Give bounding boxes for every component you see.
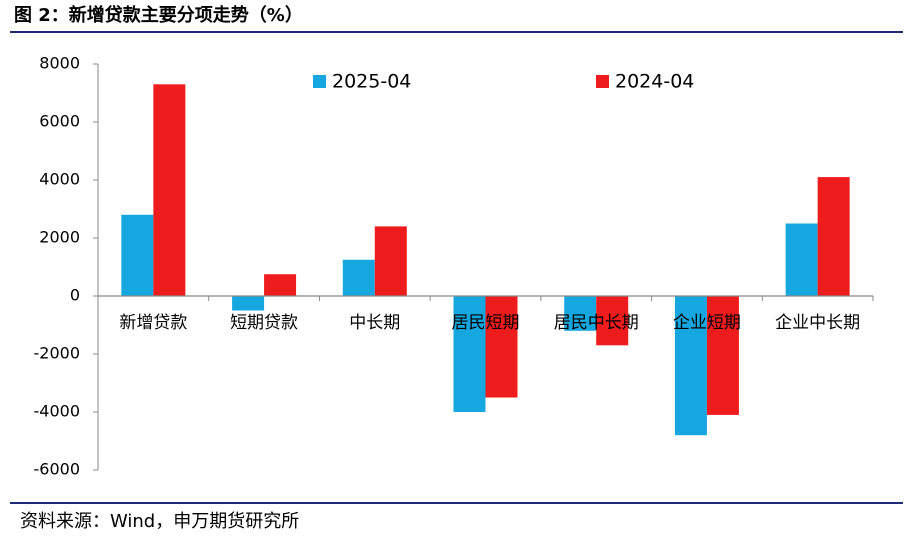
bar: [374, 226, 407, 296]
bar: [453, 296, 486, 412]
y-tick-label: 6000: [39, 112, 80, 131]
y-tick-label: 4000: [39, 170, 80, 189]
x-tick-label: 居民短期: [452, 313, 520, 333]
bar: [153, 84, 186, 296]
source-note: 资料来源：Wind，申万期货研究所: [20, 511, 299, 532]
x-tick-label: 居民中长期: [554, 313, 639, 333]
x-tick-label: 短期贷款: [230, 313, 298, 333]
x-tick-label: 企业短期: [673, 313, 741, 333]
legend-label: 2024-04: [615, 71, 694, 93]
x-tick-label: 新增贷款: [119, 313, 187, 333]
bar: [485, 296, 518, 398]
bar: [232, 296, 265, 311]
legend-swatch: [596, 75, 609, 88]
y-tick-label: -4000: [34, 402, 81, 421]
y-tick-label: 2000: [39, 228, 80, 247]
y-tick-label: -6000: [34, 460, 81, 479]
x-tick-label: 中长期: [349, 313, 400, 333]
bar: [785, 223, 818, 296]
bar: [564, 296, 597, 331]
y-tick-label: -2000: [34, 344, 81, 363]
y-tick-label: 8000: [39, 54, 80, 73]
bar: [706, 296, 739, 415]
bar: [596, 296, 629, 346]
x-tick-label: 企业中长期: [775, 313, 860, 333]
bar: [264, 274, 297, 296]
y-tick-label: 0: [70, 286, 80, 305]
bar: [817, 177, 850, 296]
bar: [342, 259, 375, 296]
legend-swatch: [313, 75, 326, 88]
bar: [674, 296, 707, 436]
legend-label: 2025-04: [332, 71, 411, 93]
chart-title: 图 2：新增贷款主要分项走势（%）: [14, 4, 303, 26]
bar: [121, 214, 154, 296]
